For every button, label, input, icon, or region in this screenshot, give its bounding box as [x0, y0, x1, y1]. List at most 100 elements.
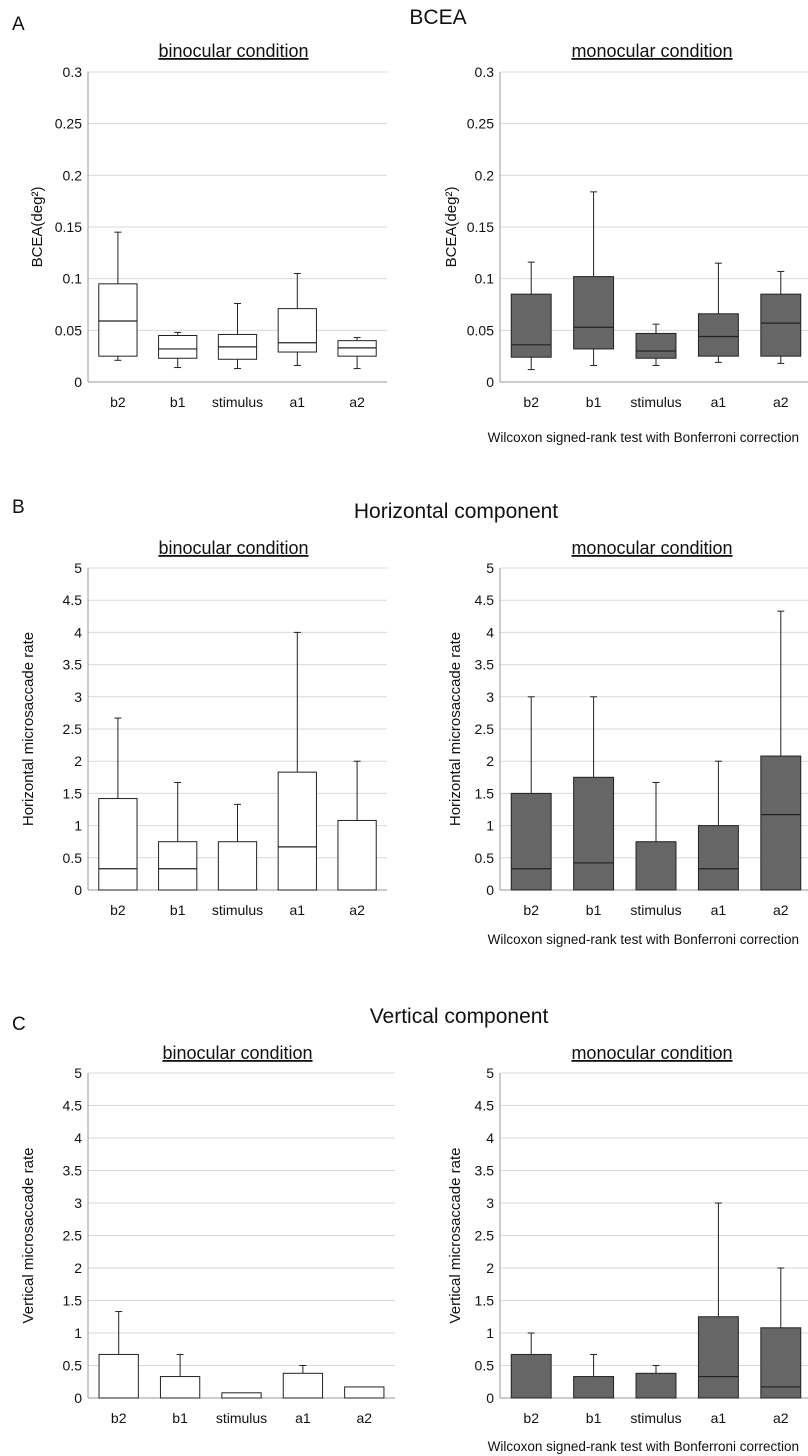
y-tick-label: 5 [74, 1065, 82, 1081]
x-tick-label: stimulus [212, 394, 263, 410]
panel-b-binocular: 0 0.5 1 1.5 2 2.5 3 3.5 4 4.5 5 binocular condition… [20, 538, 387, 918]
box-b1 [573, 776, 615, 891]
y-tick-label: 0 [486, 882, 494, 898]
y-tick-label: 4 [74, 624, 82, 640]
y-tick-label: 2 [74, 1260, 82, 1276]
x-tick-label: b2 [111, 1410, 127, 1426]
box-b2 [98, 1353, 139, 1399]
panel-title: binocular condition [162, 1043, 312, 1063]
y-tick-label: 4.5 [475, 592, 495, 608]
x-tick-label: b1 [172, 1410, 188, 1426]
y-tick-label: 5 [486, 560, 494, 576]
x-tick-label: b1 [586, 1410, 602, 1426]
y-tick-label: 1.5 [475, 1293, 495, 1309]
box-b1 [158, 841, 198, 891]
y-tick-label: 2.5 [475, 721, 495, 737]
box-stimulus [635, 841, 677, 891]
y-tick-label: 0.5 [475, 1358, 495, 1374]
box-stimulus [217, 841, 258, 891]
x-tick-label: a2 [349, 902, 365, 918]
panel-c-monocular: 0 0.5 1 1.5 2 2.5 3 3.5 4 4.5 5 monocular condition… [447, 1043, 808, 1454]
y-tick-label: 0 [486, 1390, 494, 1406]
box-b2 [510, 1353, 552, 1399]
y-tick-label: 0.25 [55, 116, 82, 132]
y-axis-label: Vertical microsaccade rate [447, 1148, 464, 1324]
y-tick-label: 0.05 [467, 322, 494, 338]
y-tick-label: 3.5 [475, 657, 495, 673]
y-tick-label: 1.5 [63, 1293, 83, 1309]
panel-title: monocular condition [571, 538, 732, 558]
box-a2 [760, 755, 802, 891]
y-tick-label: 2.5 [63, 721, 83, 737]
x-tick-label: b1 [586, 902, 602, 918]
x-tick-label: b1 [170, 394, 186, 410]
x-tick-label: stimulus [630, 902, 681, 918]
y-axis-label: Vertical microsaccade rate [20, 1148, 37, 1324]
x-tick-label: a1 [290, 394, 306, 410]
y-axis-label: Horizontal microsaccade rate [447, 632, 464, 826]
panel-a-monocular: 0 0.05 0.1 0.15 0.2 0.25 0.3 monocular conditio… [443, 41, 808, 445]
y-tick-label: 0.1 [63, 271, 83, 287]
x-tick-label: b1 [586, 394, 602, 410]
section-title-bcea: BCEA [409, 6, 466, 29]
y-tick-label: 0.3 [63, 64, 83, 80]
box-stimulus [635, 332, 677, 359]
x-tick-label: b2 [523, 1410, 539, 1426]
y-tick-label: 2 [486, 1260, 494, 1276]
y-tick-label: 1 [486, 818, 494, 834]
y-tick-label: 4.5 [475, 1098, 495, 1114]
x-tick-label: a2 [773, 394, 789, 410]
section-title-vertical: Vertical component [370, 1005, 549, 1028]
y-tick-label: 0.2 [63, 167, 83, 183]
x-tick-label: b2 [110, 394, 126, 410]
y-axis-label: BCEA(deg²) [29, 187, 46, 268]
x-tick-label: a1 [290, 902, 306, 918]
section-letter-c: C [12, 1014, 26, 1035]
y-tick-label: 2 [74, 753, 82, 769]
y-tick-label: 4.5 [63, 1098, 83, 1114]
y-tick-label: 1 [74, 1325, 82, 1341]
y-tick-label: 0 [486, 374, 494, 390]
y-tick-label: 1.5 [475, 785, 495, 801]
section-letter-a: A [12, 14, 25, 35]
y-tick-label: 0.2 [475, 167, 495, 183]
y-tick-label: 4 [74, 1130, 82, 1146]
x-tick-label: a2 [773, 902, 789, 918]
y-tick-label: 0.5 [63, 1358, 83, 1374]
panel-title: monocular condition [571, 41, 732, 61]
box-a1 [277, 771, 317, 891]
x-tick-label: b2 [523, 394, 539, 410]
box-a1 [697, 313, 739, 357]
y-tick-label: 4.5 [63, 592, 83, 608]
y-tick-label: 3 [486, 689, 494, 705]
y-tick-label: 0 [74, 1390, 82, 1406]
y-tick-label: 5 [486, 1065, 494, 1081]
box-a2 [760, 1327, 802, 1399]
x-tick-label: stimulus [216, 1410, 267, 1426]
y-tick-label: 2.5 [63, 1228, 83, 1244]
y-tick-label: 0.5 [475, 850, 495, 866]
test-note: Wilcoxon signed-rank test with Bonferron… [488, 430, 799, 445]
y-tick-label: 3 [486, 1195, 494, 1211]
y-tick-label: 1 [74, 818, 82, 834]
box-b1 [158, 335, 198, 359]
x-tick-label: stimulus [630, 1410, 681, 1426]
y-axis-label: Horizontal microsaccade rate [20, 632, 37, 826]
box-b1 [573, 1376, 615, 1399]
panel-c-binocular: 0 0.5 1 1.5 2 2.5 3 3.5 4 4.5 5 binocular condition… [20, 1043, 395, 1426]
box-a1 [277, 308, 317, 353]
section-letter-b: B [12, 497, 25, 518]
panel-title: monocular condition [571, 1043, 732, 1063]
x-tick-label: a1 [711, 394, 727, 410]
y-tick-label: 1.5 [63, 785, 83, 801]
panel-b-monocular: 0 0.5 1 1.5 2 2.5 3 3.5 4 4.5 5 monocular condition… [447, 538, 808, 947]
box-a2 [344, 1386, 385, 1399]
y-axis-label: BCEA(deg²) [443, 187, 460, 268]
box-b2 [510, 293, 552, 358]
x-tick-label: a2 [773, 1410, 789, 1426]
y-tick-label: 0.05 [55, 322, 82, 338]
box-b1 [573, 276, 615, 350]
y-tick-label: 4 [486, 624, 494, 640]
box-b1 [159, 1376, 201, 1399]
